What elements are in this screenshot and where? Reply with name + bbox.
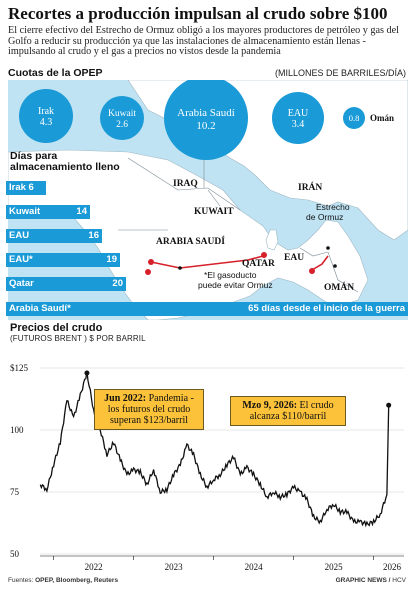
x-tick-label: 2025 (325, 562, 344, 572)
storage-bar-label: Irak 6 (9, 182, 34, 193)
storage-bar-label: Arabia Saudí* (9, 303, 71, 314)
bubble-saudi-name: Arabia Saudí (177, 107, 235, 119)
chart-x-axis: 2022 2023 2024 2025 2026 (40, 555, 404, 572)
label-iraq: IRAQ (173, 179, 198, 189)
quota-title: Cuotas de la OPEP (8, 67, 103, 79)
pipeline-terminal-fujairah (309, 268, 315, 274)
y-tick-label: 50 (10, 549, 20, 559)
label-oman: OMÁN (324, 281, 354, 293)
quota-bubbles: Irak 4.3 Kuwait 2.6 Arabia Saudí 10.2 EA… (19, 80, 394, 160)
bubble-irak-value: 4.3 (40, 117, 53, 128)
label-pipeline: *El gasoducto puede evitar Ormuz (198, 270, 273, 290)
chart-title: Precios del crudo (10, 322, 103, 334)
gulf-map: IRAQ IRÁN KUWAIT ARABIA SAUDÍ QATAR EAU … (8, 80, 408, 320)
pipeline-line (150, 255, 264, 269)
storage-bar-value: 16 (88, 230, 99, 241)
annotation-point-2 (386, 402, 392, 408)
bubble-uae-value: 3.4 (292, 119, 305, 130)
label-kuwait: KUWAIT (194, 207, 234, 217)
footer-sources: Fuentes: OPEP, Bloomberg, Reuters (8, 577, 118, 584)
storage-bar-label: EAU* (9, 254, 33, 265)
bubble-kuwait (100, 96, 144, 140)
footer-credit-name: GRAPHIC NEWS (335, 577, 387, 584)
bubble-kuwait-value: 2.6 (116, 120, 128, 130)
storage-bar-label: Kuwait (9, 206, 41, 217)
bubble-uae (272, 92, 324, 144)
storage-bar-value: 19 (106, 254, 117, 265)
x-tick-label: 2024 (245, 562, 264, 572)
y-tick-label: 75 (10, 487, 20, 497)
annotation-jun-2022-text: Pandemia - los futuros del crudo superan… (107, 393, 194, 426)
storage-bar-2: Kuwait 14 (6, 205, 90, 219)
pipeline-line-east (311, 255, 329, 271)
footer-credit: GRAPHIC NEWS / HCV (335, 577, 406, 584)
quota-unit: (MILLONES DE BARRILES/DÍA) (274, 68, 406, 78)
bubble-irak (19, 89, 73, 143)
chart-subtitle: (FUTUROS BRENT ) $ POR BARRIL (10, 334, 146, 343)
page-title: Recortes a producción impulsan al crudo … (8, 4, 388, 23)
y-tick-label: $125 (10, 363, 29, 373)
pipeline-node (178, 266, 182, 270)
storage-title: Días para almacenamiento lleno (10, 150, 120, 173)
label-hormuz: Estrecho de Ormuz (306, 202, 352, 222)
annotation-mar-2026: Mzo 9, 2026: El crudo alcanza $110/barri… (230, 396, 346, 426)
bubble-kuwait-name: Kuwait (108, 109, 136, 119)
price-chart: $125 100 75 50 2022 2023 2024 2025 2026 (10, 363, 404, 572)
label-qatar: QATAR (242, 259, 275, 269)
map-qatar (265, 229, 279, 251)
annotation-mar-2026-bold: Mzo 9, 2026: (242, 400, 298, 411)
label-saudi: ARABIA SAUDÍ (156, 235, 225, 247)
label-iran: IRÁN (298, 181, 322, 193)
storage-bar-saudi-label: 65 días desde el inicio de la guerra (248, 303, 405, 314)
bubble-saudi-value: 10.2 (196, 120, 215, 132)
bubble-oman-value: 0.8 (349, 113, 360, 123)
bubble-irak-name: Irak (38, 106, 54, 117)
storage-bar-3: EAU 16 (6, 229, 102, 243)
annotation-mar-2026-text: El crudo alcanza $110/barril (249, 400, 334, 422)
x-tick-label: 2026 (383, 562, 402, 572)
y-tick-label: 100 (10, 425, 24, 435)
chart-y-axis: $125 100 75 50 (10, 363, 29, 559)
pipeline-terminal-west (145, 269, 151, 275)
annotation-point-1 (84, 370, 90, 376)
footer-sources-label: Fuentes: (8, 577, 34, 584)
price-line (39, 370, 390, 528)
storage-bar-label: Qatar (9, 278, 34, 289)
annotation-jun-2022: Jun 2022: Pandemia - los futuros del cru… (94, 389, 204, 430)
chart-markers (84, 370, 392, 408)
pipeline-terminal-east (261, 252, 267, 258)
storage-bar-value: 20 (112, 278, 123, 289)
pipeline-terminal-yanbu (148, 259, 154, 265)
x-tick-label: 2023 (165, 562, 184, 572)
bubble-saudi (164, 80, 248, 160)
annotation-jun-2022-bold: Jun 2022: (104, 393, 147, 404)
map-borders (118, 140, 359, 293)
storage-bar-value: 14 (76, 206, 87, 217)
footer-sources-list: OPEP, Bloomberg, Reuters (35, 577, 119, 584)
page-subtitle: El cierre efectivo del Estrecho de Ormuz… (8, 25, 399, 58)
footer-credit-tag: HCV (392, 577, 406, 584)
storage-bar-label: EAU (9, 230, 30, 241)
label-uae: EAU (284, 253, 304, 263)
storage-bar-1: Irak 6 (6, 181, 46, 195)
bubble-oman-name: Omán (370, 113, 394, 123)
hormuz-marker (326, 246, 330, 250)
storage-bar-4: EAU* 19 (6, 253, 120, 267)
storage-bar-6: Arabia Saudí* 65 días desde el inicio de … (6, 302, 408, 316)
oman-marker (333, 264, 337, 268)
storage-bar-5: Qatar 20 (6, 277, 126, 291)
bubble-oman (343, 107, 365, 129)
x-tick-label: 2022 (85, 562, 103, 572)
bubble-uae-name: EAU (288, 108, 309, 119)
